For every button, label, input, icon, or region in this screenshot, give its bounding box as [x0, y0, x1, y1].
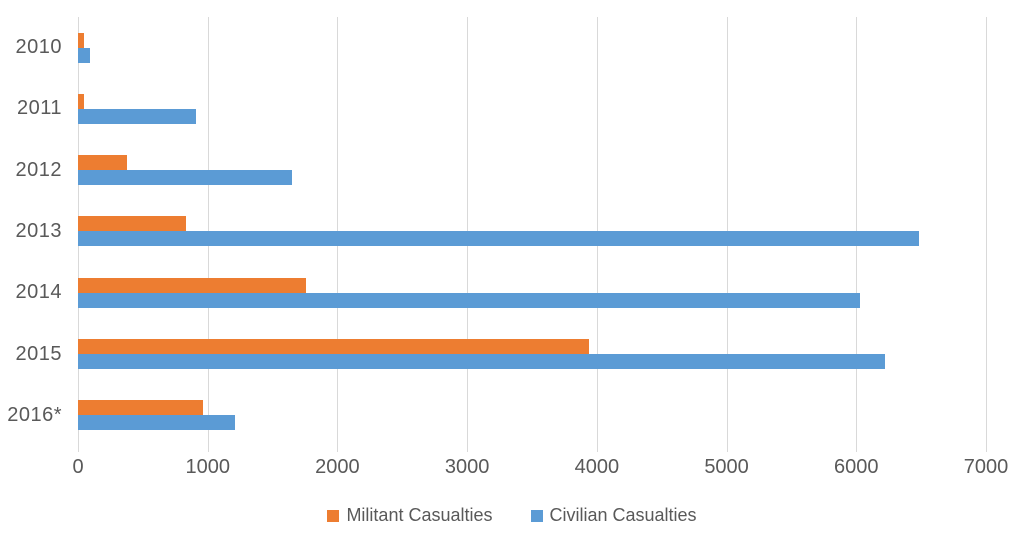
x-tick-label-2000: 2000 [315, 456, 360, 478]
bar-militant-2013 [78, 216, 186, 232]
bar-militant-2014 [78, 277, 307, 293]
y-tick-label-2011: 2011 [16, 97, 62, 120]
category-row-2011 [78, 78, 986, 139]
legend-label: Militant Casualties [346, 505, 493, 525]
bar-civilian-2012 [78, 170, 293, 186]
legend: Militant Casualties Civilian Casualties [0, 505, 1024, 526]
y-tick-label-2012: 2012 [15, 158, 62, 181]
x-tick-label-5000: 5000 [704, 456, 749, 478]
bar-civilian-2010 [78, 47, 91, 63]
x-tick-label-3000: 3000 [444, 456, 490, 478]
bar-militant-2015 [78, 339, 590, 355]
bar-militant-2011 [78, 93, 85, 109]
legend-swatch-icon [530, 509, 543, 522]
bar-militant-2016 [78, 400, 203, 416]
bar-civilian-2013 [78, 231, 919, 247]
legend-label: Civilian Casualties [549, 505, 697, 525]
category-row-2016 [78, 385, 986, 446]
bar-civilian-2016 [78, 415, 235, 431]
x-tick-label-6000: 6000 [834, 456, 879, 478]
y-tick-label-2015: 2015 [15, 342, 62, 365]
bar-militant-2010 [78, 32, 85, 48]
x-tick-label-4000: 4000 [574, 456, 620, 478]
x-tick-label-0: 0 [72, 456, 84, 478]
y-tick-label-2016: 2016* [7, 403, 62, 426]
legend-swatch-icon [327, 509, 340, 522]
category-row-2015 [78, 323, 986, 384]
category-row-2014 [78, 262, 986, 323]
legend-item-militant: Militant Casualties [327, 505, 493, 526]
category-row-2013 [78, 201, 986, 262]
bar-militant-2012 [78, 155, 128, 171]
plot-area [78, 17, 987, 452]
x-tick-label-7000: 7000 [963, 456, 1009, 478]
y-tick-label-2010: 2010 [15, 36, 62, 59]
category-row-2012 [78, 140, 986, 201]
y-tick-label-2013: 2013 [15, 219, 62, 242]
bar-civilian-2014 [78, 292, 861, 308]
x-axis-labels: 0 1000 2000 3000 4000 5000 6000 7000 [72, 456, 1008, 480]
bar-rows [78, 17, 986, 446]
legend-item-civilian: Civilian Casualties [530, 505, 697, 526]
category-row-2010 [78, 17, 986, 78]
bar-civilian-2015 [78, 354, 885, 370]
y-axis-labels: 2010 2011 2012 2013 2014 2015 2016* [0, 17, 70, 446]
x-tick-label-1000: 1000 [185, 456, 230, 478]
gridline-7000 [986, 17, 987, 452]
y-tick-label-2014: 2014 [15, 281, 62, 304]
bar-civilian-2011 [78, 108, 197, 124]
